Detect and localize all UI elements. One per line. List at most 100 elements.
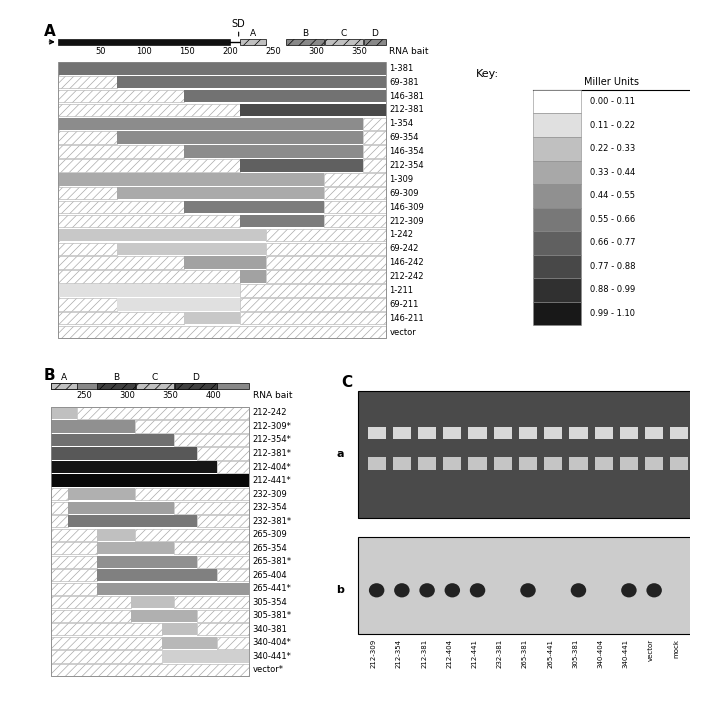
Bar — [51, 383, 77, 389]
Bar — [51, 475, 249, 486]
Bar — [51, 407, 249, 676]
Text: A: A — [44, 24, 56, 39]
Text: vector*: vector* — [253, 666, 284, 674]
Bar — [533, 160, 581, 184]
Bar — [670, 427, 689, 439]
Bar — [324, 201, 386, 214]
Text: 146-309: 146-309 — [389, 202, 424, 212]
Text: 0.11 - 0.22: 0.11 - 0.22 — [589, 121, 634, 130]
Text: 340-404*: 340-404* — [253, 638, 291, 647]
Bar — [162, 624, 197, 636]
Text: 265-309: 265-309 — [253, 530, 287, 539]
Bar — [135, 420, 249, 432]
Text: a: a — [337, 449, 344, 460]
Bar — [325, 39, 363, 45]
Bar — [324, 187, 386, 200]
Bar — [197, 447, 249, 460]
Bar — [51, 383, 249, 389]
Text: 69-211: 69-211 — [389, 299, 419, 309]
Bar — [58, 325, 386, 338]
Text: 1-211: 1-211 — [389, 286, 413, 295]
Text: 232-354: 232-354 — [253, 503, 287, 512]
Bar — [51, 650, 162, 662]
Text: 146-381: 146-381 — [389, 91, 425, 101]
Text: D: D — [192, 373, 199, 382]
Text: 232-381*: 232-381* — [253, 517, 291, 526]
Text: 250: 250 — [76, 390, 92, 399]
Text: 265-441*: 265-441* — [253, 584, 291, 593]
Bar — [184, 312, 239, 324]
Text: 350: 350 — [163, 390, 178, 399]
Bar — [132, 596, 174, 608]
Bar — [533, 113, 581, 137]
Bar — [620, 427, 638, 439]
Text: 250: 250 — [265, 46, 281, 56]
Text: 265-381: 265-381 — [522, 639, 528, 668]
Bar — [96, 529, 135, 541]
Bar — [96, 383, 135, 389]
Bar — [494, 457, 512, 470]
Text: 212-354: 212-354 — [389, 161, 424, 170]
Circle shape — [444, 583, 460, 598]
Bar — [58, 76, 117, 89]
Bar — [58, 131, 117, 144]
Bar — [367, 427, 386, 439]
Bar — [266, 228, 386, 241]
Bar — [197, 610, 249, 622]
Bar — [96, 555, 197, 568]
Text: 212-309*: 212-309* — [253, 422, 291, 431]
Bar — [68, 515, 197, 527]
Bar — [468, 457, 486, 470]
Bar — [533, 184, 581, 207]
Text: b: b — [337, 586, 344, 595]
Bar — [393, 457, 411, 470]
Bar — [58, 201, 184, 214]
Text: 305-381*: 305-381* — [253, 612, 291, 620]
Bar — [174, 434, 249, 446]
Bar — [77, 407, 249, 419]
Bar — [286, 39, 324, 45]
Text: Key:: Key: — [476, 69, 499, 79]
Bar — [117, 76, 386, 89]
Text: vector: vector — [648, 639, 654, 661]
Text: 350: 350 — [351, 46, 367, 56]
Text: 212-381*: 212-381* — [253, 449, 291, 458]
Text: 305-354: 305-354 — [253, 598, 287, 607]
Bar — [117, 243, 266, 255]
Text: 212-404*: 212-404* — [253, 463, 291, 472]
Bar — [174, 501, 249, 514]
Text: 212-404: 212-404 — [446, 639, 452, 668]
Bar — [58, 103, 240, 116]
Bar — [51, 488, 68, 501]
Text: 50: 50 — [96, 46, 106, 56]
Text: 1-242: 1-242 — [389, 231, 413, 240]
Text: 0.66 - 0.77: 0.66 - 0.77 — [589, 238, 635, 247]
Text: 100: 100 — [136, 46, 152, 56]
Bar — [136, 383, 174, 389]
Text: 0.77 - 0.88: 0.77 - 0.88 — [589, 262, 635, 271]
Bar — [58, 173, 324, 186]
Bar — [58, 159, 240, 172]
Bar — [570, 457, 588, 470]
Text: 69-309: 69-309 — [389, 188, 419, 198]
Bar — [367, 457, 386, 470]
Text: 1-309: 1-309 — [389, 175, 413, 184]
Bar — [494, 427, 512, 439]
Text: 212-441*: 212-441* — [253, 476, 291, 485]
Bar — [184, 90, 386, 103]
Bar — [51, 515, 68, 527]
Text: C: C — [151, 373, 158, 382]
Bar — [324, 214, 386, 227]
Text: 265-404: 265-404 — [253, 571, 287, 580]
Bar — [51, 569, 96, 581]
Text: 0.33 - 0.44: 0.33 - 0.44 — [589, 168, 635, 176]
Bar — [239, 298, 386, 311]
Text: 340-381: 340-381 — [253, 625, 287, 634]
Bar — [197, 624, 249, 636]
Circle shape — [621, 583, 636, 598]
Bar — [595, 457, 612, 470]
Bar — [58, 243, 117, 255]
Bar — [444, 427, 461, 439]
Circle shape — [470, 583, 485, 598]
Text: B: B — [44, 368, 56, 383]
